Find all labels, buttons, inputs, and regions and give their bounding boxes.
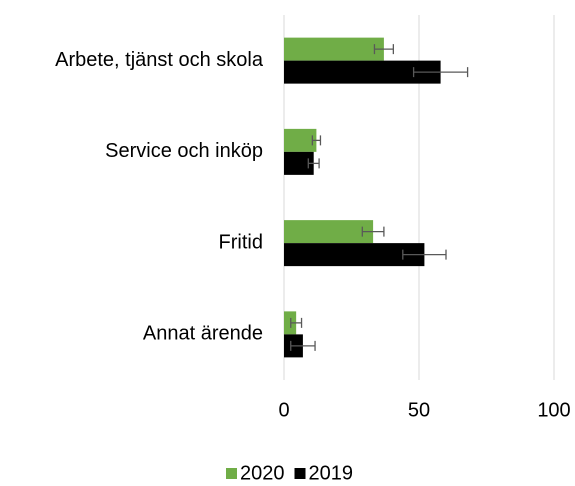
bar	[284, 151, 314, 175]
error-bar	[307, 158, 320, 169]
error-bar	[361, 226, 385, 237]
x-tick-label: 100	[537, 399, 570, 421]
y-tick-label: Fritid	[219, 231, 263, 253]
error-bar	[290, 340, 316, 351]
bar	[284, 243, 425, 267]
error-bar	[311, 135, 322, 146]
error-bar	[412, 67, 469, 78]
bar	[284, 220, 374, 244]
x-tick-label: 50	[408, 399, 430, 421]
bar	[284, 311, 297, 335]
legend-swatch	[294, 468, 306, 479]
error-bar	[402, 249, 447, 260]
x-tick-label: 0	[278, 399, 289, 421]
error-bar	[373, 44, 395, 55]
legend-label: 2020	[240, 462, 285, 484]
bar	[284, 128, 317, 152]
bar	[284, 60, 441, 84]
legend-swatch	[226, 468, 237, 479]
bar	[284, 37, 384, 61]
error-bar	[290, 317, 303, 328]
legend-label: 2019	[309, 462, 354, 484]
y-tick-label: Arbete, tjänst och skola	[55, 49, 264, 71]
y-tick-label: Service och inköp	[105, 140, 263, 162]
y-tick-label: Annat ärende	[143, 323, 263, 345]
